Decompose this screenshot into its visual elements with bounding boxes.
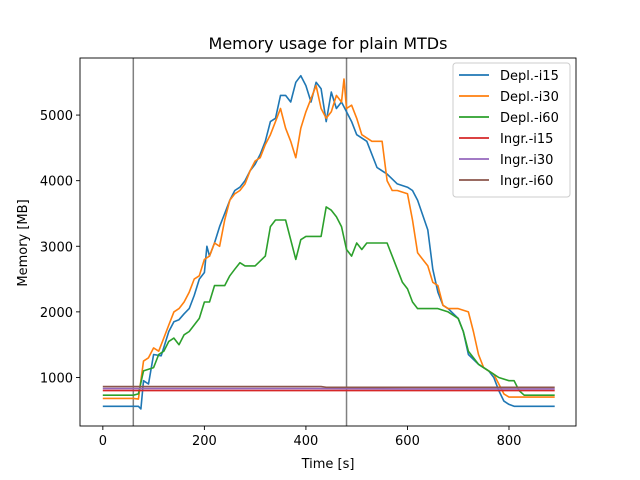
legend-entry-label: Ingr.-i30 (500, 153, 553, 168)
x-axis-label: Time [s] (301, 457, 355, 472)
series-group (102, 58, 555, 426)
legend-entry-label: Depl.-i30 (500, 90, 559, 105)
y-tick-label: 3000 (40, 240, 73, 255)
plot-frame (79, 57, 577, 427)
y-tick-label: 5000 (40, 109, 73, 124)
x-tick-label: 800 (497, 434, 522, 449)
x-tick-label: 200 (192, 434, 217, 449)
legend-entry-label: Ingr.-i15 (500, 132, 553, 147)
y-tick-label: 4000 (40, 175, 73, 190)
x-tick-label: 400 (294, 434, 319, 449)
plot-area: 0 200 400 600 800 1000 2000 3000 4000 5000 (40, 57, 577, 449)
y-axis-label: Memory [MB] (16, 199, 31, 286)
y-tick-label: 2000 (40, 306, 73, 321)
legend: Depl.-i15 Depl.-i30 Depl.-i60 Ingr.-i15 Ingr… (452, 62, 571, 198)
x-tick-label: 600 (395, 434, 420, 449)
series-line-depl-i60 (102, 206, 555, 396)
legend-entry-label: Depl.-i60 (500, 111, 559, 126)
series-line-depl-i30 (102, 78, 555, 400)
x-tick-label: 0 (99, 434, 107, 449)
series-line-ingr-i60 (102, 385, 555, 389)
chart-title: Memory usage for plain MTDs (209, 34, 448, 53)
legend-entry-label: Ingr.-i60 (500, 174, 553, 189)
y-tick-label: 1000 (40, 371, 73, 386)
legend-entry-label: Depl.-i15 (500, 69, 559, 84)
